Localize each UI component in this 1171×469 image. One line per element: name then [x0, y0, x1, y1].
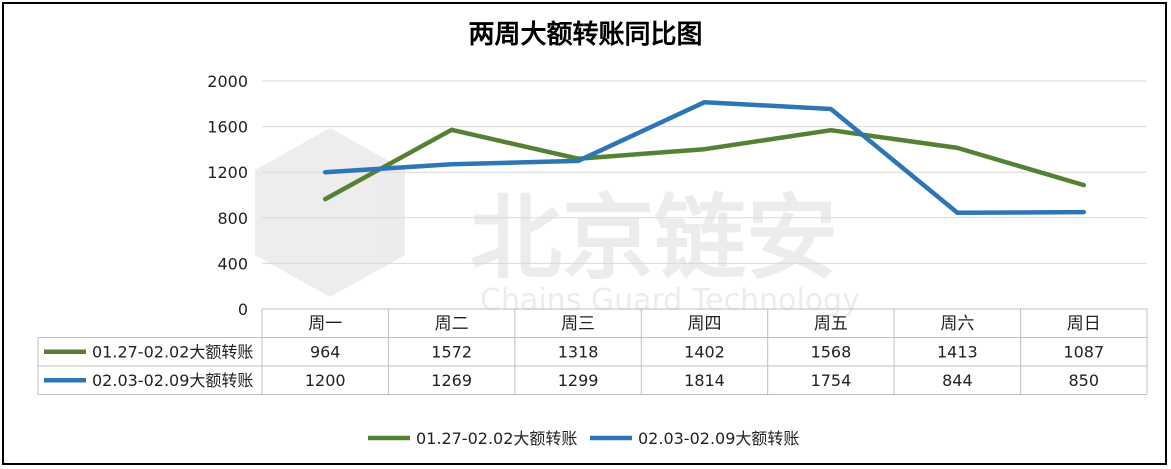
data-label: 1402 — [684, 343, 725, 362]
x-tick-label: 周三 — [561, 314, 595, 334]
y-tick-label: 800 — [217, 209, 248, 228]
x-tick-label: 周四 — [688, 314, 722, 334]
data-label: 844 — [942, 371, 973, 390]
table-series-name: 01.27-02.02大额转账 — [92, 343, 253, 362]
x-tick-label: 周一 — [308, 314, 342, 334]
data-label: 1754 — [811, 371, 852, 390]
x-tick-label: 周五 — [814, 314, 848, 334]
series-line — [322, 99, 1087, 216]
data-label: 1572 — [431, 343, 472, 362]
watermark-en: Chains Guard Technology — [480, 283, 860, 318]
series-lines — [322, 99, 1087, 216]
data-label: 964 — [310, 343, 341, 362]
data-label: 1318 — [558, 343, 599, 362]
data-label: 1087 — [1063, 343, 1104, 362]
table-series-name: 02.03-02.09大额转账 — [92, 371, 253, 390]
legend-label: 02.03-02.09大额转账 — [638, 429, 799, 448]
gridlines — [262, 80, 1147, 264]
data-label: 1299 — [558, 371, 599, 390]
y-tick-label: 1600 — [207, 118, 248, 137]
legend-label: 01.27-02.02大额转账 — [416, 429, 577, 448]
chart-title: 两周大额转账同比图 — [468, 20, 703, 50]
data-label: 1814 — [684, 371, 725, 390]
watermark: 北京链安 Chains Guard Technology — [255, 128, 860, 318]
data-label: 1413 — [937, 343, 978, 362]
x-tick-label: 周二 — [435, 314, 469, 334]
legend: 01.27-02.02大额转账 02.03-02.09大额转账 — [368, 429, 799, 448]
y-tick-label: 1200 — [207, 163, 248, 182]
y-tick-label: 400 — [217, 254, 248, 273]
data-table: 周一 周二 周三 周四 周五 周六 周日 01.27-02.02大额转账 964 1572 1318… — [37, 308, 1148, 395]
watermark-cn: 北京链安 — [470, 185, 838, 292]
y-axis: 0 400 800 1200 1600 2000 — [207, 72, 248, 319]
x-tick-label: 周日 — [1067, 314, 1101, 334]
y-tick-label: 0 — [238, 300, 248, 319]
x-tick-label: 周六 — [940, 314, 974, 334]
series-line — [322, 127, 1087, 202]
shield-logo-icon — [255, 128, 405, 297]
data-label: 1269 — [431, 371, 472, 390]
y-tick-label: 2000 — [207, 72, 248, 91]
data-label: 1200 — [305, 371, 346, 390]
data-label: 1568 — [811, 343, 852, 362]
data-label: 850 — [1069, 371, 1100, 390]
